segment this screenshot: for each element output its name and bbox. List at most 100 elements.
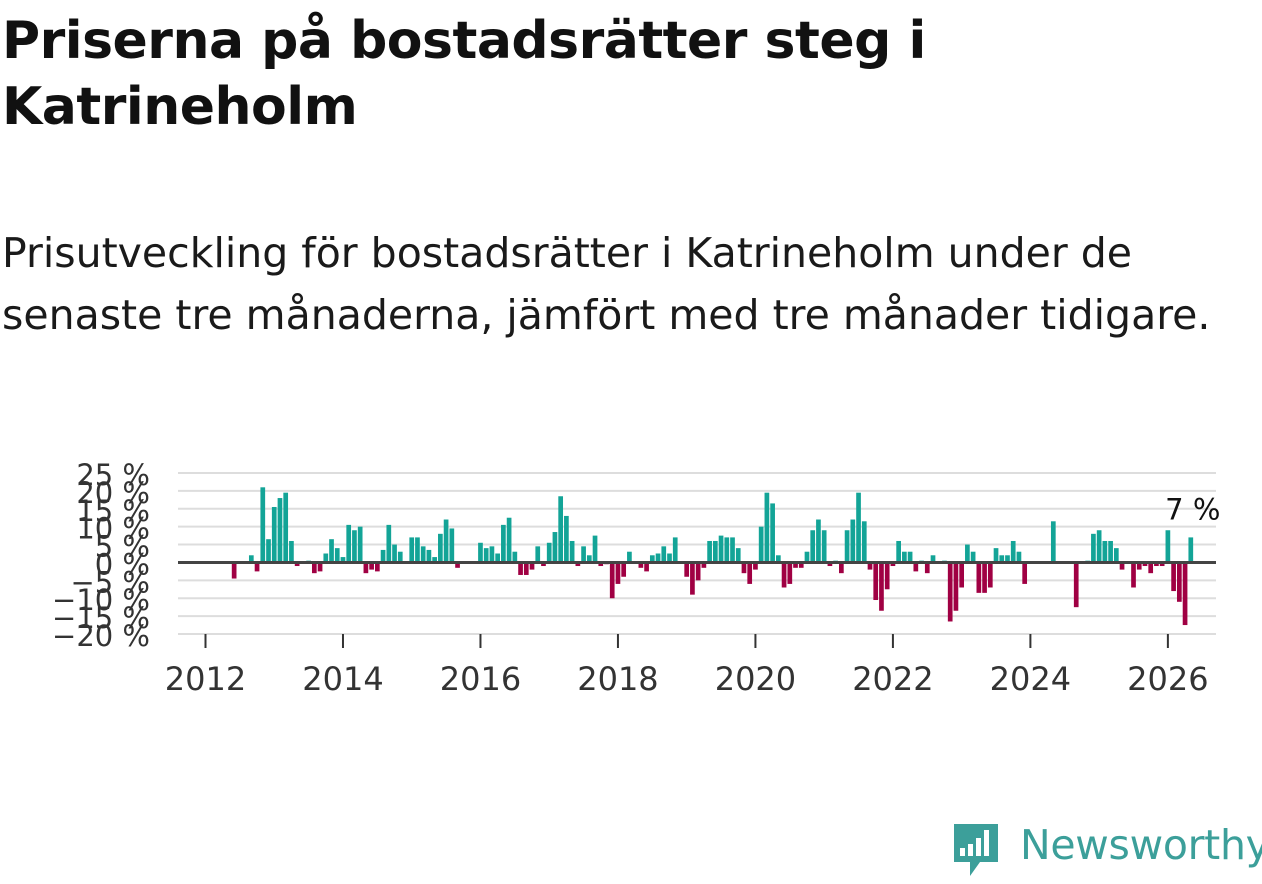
bar [289, 540, 294, 563]
bar [541, 562, 546, 567]
bar [1102, 540, 1108, 563]
bar [884, 562, 890, 590]
bar [1091, 533, 1096, 563]
bar [890, 562, 896, 567]
bar [707, 540, 712, 563]
bar [1108, 540, 1113, 563]
bar [575, 562, 581, 567]
bar [787, 562, 793, 584]
bar [649, 555, 655, 563]
bar [695, 562, 701, 581]
chart-title: Priserna på bostadsrätter steg i Katrine… [2, 11, 926, 137]
bar [993, 548, 999, 563]
bar [638, 562, 644, 568]
bar [1005, 555, 1010, 563]
bar [810, 530, 816, 563]
x-tick-label: 2018 [577, 660, 658, 698]
bar [409, 537, 415, 563]
bar [1022, 562, 1028, 584]
bar [552, 532, 558, 563]
bar [1131, 562, 1136, 588]
bar [844, 530, 850, 563]
y-tick-label: −15 % [52, 601, 150, 635]
bar [586, 555, 592, 563]
bar [924, 562, 930, 574]
bar [982, 562, 987, 593]
bar [879, 562, 884, 611]
bar [735, 548, 741, 563]
bar [420, 546, 426, 563]
bar [701, 562, 707, 568]
bar [615, 562, 621, 584]
bar [827, 562, 833, 567]
bar [254, 562, 260, 572]
last-value-label: 7 % [1165, 492, 1220, 526]
bar [947, 562, 953, 622]
bar [432, 557, 437, 563]
bar [1113, 548, 1119, 563]
bar [363, 562, 369, 574]
bar [478, 542, 483, 563]
bar [317, 562, 323, 572]
newsworthy-logo: Newsworthy [950, 818, 1262, 882]
bar [970, 551, 976, 563]
bar [1154, 562, 1159, 567]
y-tick-label: −5 % [70, 565, 150, 599]
bar [896, 540, 901, 563]
bar [953, 562, 959, 611]
bar [1142, 562, 1148, 567]
bar [913, 562, 919, 572]
bar [609, 562, 615, 599]
bar [1188, 537, 1194, 563]
x-tick-label: 2026 [1127, 660, 1208, 698]
y-tick-label: 20 % [76, 476, 150, 510]
bar [592, 535, 598, 563]
bar [724, 537, 730, 563]
bar [443, 519, 449, 563]
bar [323, 553, 329, 563]
x-tick-label: 2016 [440, 660, 521, 698]
x-tick-label: 2014 [302, 660, 383, 698]
y-tick-label: 0 % [95, 547, 150, 581]
bar [793, 562, 798, 568]
bar [529, 562, 535, 570]
bar [655, 553, 661, 563]
bar [661, 546, 667, 563]
bar [386, 524, 392, 563]
y-tick-label: 15 % [76, 494, 150, 528]
y-tick-label: 5 % [95, 530, 150, 564]
bar [334, 548, 340, 563]
bar [266, 539, 271, 563]
bar [907, 551, 913, 563]
bar [558, 496, 564, 563]
bar [1010, 540, 1016, 563]
bar [294, 562, 300, 567]
bar [546, 542, 552, 563]
bar [712, 540, 718, 563]
bar [523, 562, 529, 575]
bar [483, 548, 489, 563]
bar [1165, 530, 1171, 563]
bar [1159, 562, 1165, 567]
bar [770, 503, 775, 563]
bar [1016, 551, 1022, 563]
bar [821, 530, 827, 563]
bar [798, 562, 804, 568]
bar [495, 553, 500, 563]
bar [747, 562, 753, 584]
bar [999, 555, 1005, 563]
bar [352, 530, 357, 563]
bar [850, 519, 856, 563]
bar [1171, 562, 1176, 592]
bar [489, 546, 495, 563]
bar [248, 555, 254, 563]
bar [329, 539, 334, 563]
bar [690, 562, 695, 595]
bar [1182, 562, 1188, 626]
bar [392, 544, 397, 563]
bar [1148, 562, 1154, 574]
x-tick-label: 2020 [715, 660, 796, 698]
bar [277, 498, 283, 563]
bar [718, 535, 724, 563]
newsworthy-logo-icon [954, 824, 998, 876]
